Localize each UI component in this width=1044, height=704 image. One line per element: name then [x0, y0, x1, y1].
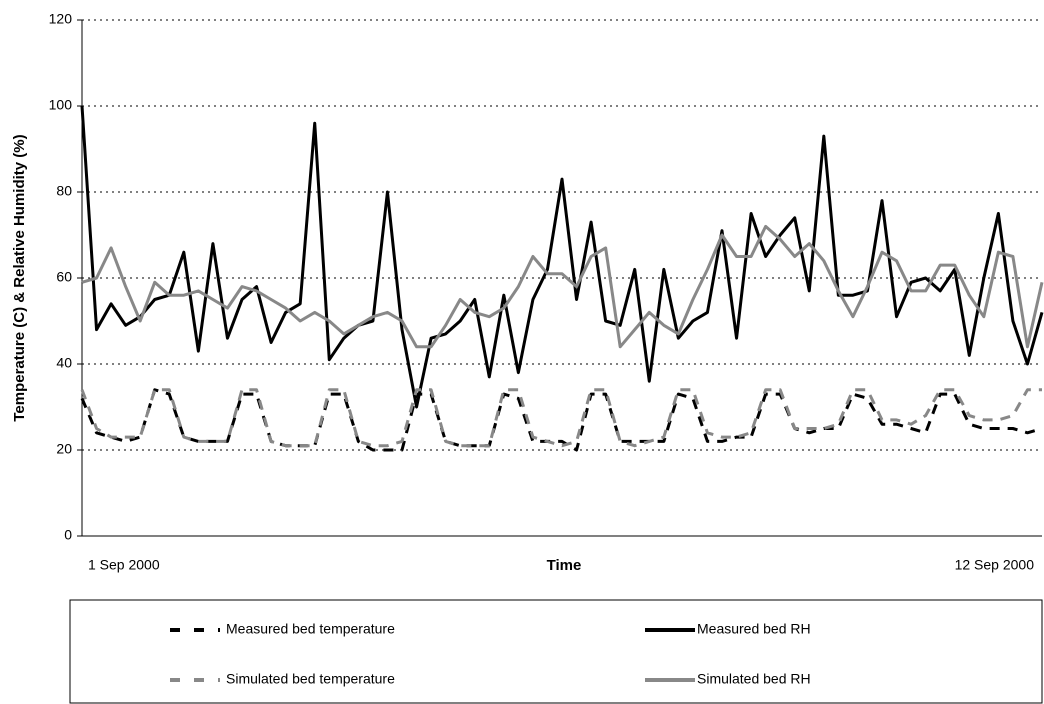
legend-label: Measured bed RH [697, 621, 811, 637]
legend-label: Simulated bed temperature [226, 671, 395, 687]
y-tick-label: 80 [56, 183, 72, 199]
y-tick-label: 20 [56, 441, 72, 457]
legend-box [69, 599, 1043, 704]
series-line [80, 388, 1043, 452]
x-axis-label: Time [547, 557, 582, 574]
x-tick-label: 1 Sep 2000 [88, 557, 160, 573]
series-line [80, 388, 1042, 448]
y-tick-label: 40 [56, 355, 72, 371]
y-tick-label: 120 [49, 11, 73, 27]
y-tick-label: 100 [49, 97, 73, 113]
y-axis-label: Temperature (C) & Relative Humidity (%) [11, 134, 28, 421]
y-tick-label: 0 [64, 527, 72, 543]
legend-label: Simulated bed RH [697, 671, 811, 687]
y-tick-label: 60 [56, 269, 72, 285]
series-line [81, 224, 1044, 349]
legend-label: Measured bed temperature [226, 621, 395, 637]
series-line [80, 105, 1044, 409]
x-tick-label: 12 Sep 2000 [955, 557, 1035, 573]
